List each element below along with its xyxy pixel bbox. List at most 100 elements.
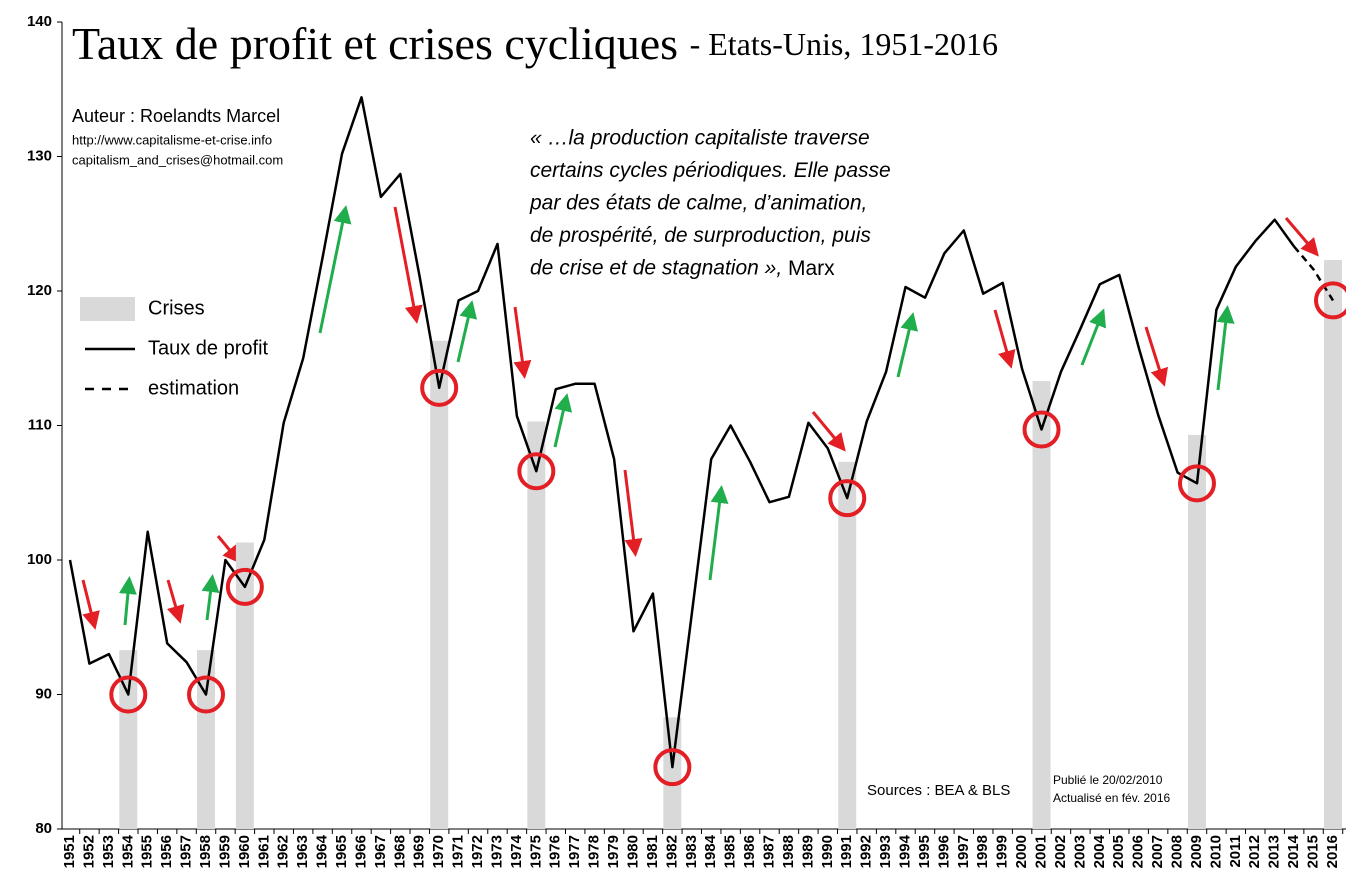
x-tick-label: 1985 — [722, 835, 739, 868]
profit-line — [68, 96, 1296, 769]
x-tick-label: 1978 — [586, 835, 603, 868]
crisis-bar — [235, 542, 254, 829]
x-tick-label: 1979 — [605, 835, 622, 868]
legend-label: Taux de profit — [148, 337, 269, 359]
x-tick-label: 1986 — [741, 835, 758, 868]
x-tick-label: 1992 — [858, 835, 875, 868]
subtitle: - Etats-Unis, 1951-2016 — [690, 26, 998, 62]
x-tick-label: 2007 — [1149, 835, 1166, 868]
published: Publié le 20/02/2010 — [1053, 773, 1163, 787]
quote-line: certains cycles périodiques. Elle passe — [530, 159, 891, 182]
crisis-circle — [653, 748, 692, 787]
x-tick-label: 1982 — [663, 835, 680, 868]
y-tick-label: 110 — [28, 416, 52, 433]
website: http://www.capitalisme-et-crise.info — [72, 132, 272, 147]
x-tick-label: 1974 — [508, 834, 525, 868]
x-tick-label: 1957 — [178, 835, 195, 868]
title: Taux de profit et crises cycliques — [72, 18, 678, 69]
y-tick-label: 80 — [35, 820, 52, 837]
x-tick-label: 1964 — [314, 834, 331, 868]
x-tick-label: 1989 — [799, 835, 816, 868]
x-tick-label: 2013 — [1266, 835, 1283, 868]
x-tick-label: 1980 — [624, 835, 641, 868]
arrow — [513, 306, 532, 379]
arrow — [1080, 308, 1106, 366]
crisis-circle — [1022, 410, 1061, 449]
arrow — [216, 535, 241, 564]
sources: Sources : BEA & BLS — [867, 782, 1010, 799]
x-tick-label: 2001 — [1033, 835, 1050, 868]
crisis-circle — [517, 452, 556, 491]
crisis-bar — [197, 650, 216, 829]
y-tick-label: 120 — [27, 282, 52, 299]
x-tick-label: 1969 — [411, 835, 428, 868]
x-tick-label: 1971 — [450, 835, 467, 868]
crisis-circle — [1314, 281, 1346, 320]
arrow — [201, 574, 220, 621]
x-tick-label: 1981 — [644, 835, 661, 868]
x-tick-label: 1956 — [158, 835, 175, 868]
x-tick-label: 2006 — [1130, 835, 1147, 868]
x-tick-label: 2004 — [1091, 834, 1108, 868]
crisis-bar — [1324, 260, 1342, 829]
legend-label: estimation — [148, 377, 239, 399]
x-tick-label: 1952 — [80, 835, 97, 868]
x-tick-label: 1965 — [333, 835, 350, 868]
x-tick-label: 1963 — [294, 835, 311, 868]
crisis-bar — [1032, 381, 1051, 829]
x-tick-label: 2010 — [1207, 835, 1224, 868]
x-tick-label: 1975 — [527, 835, 544, 868]
arrows — [81, 205, 1319, 630]
x-tick-label: 1993 — [877, 835, 894, 868]
crisis-circle — [420, 368, 459, 407]
x-tick-label: 1966 — [352, 835, 369, 868]
arrow — [118, 576, 137, 626]
x-tick-label: 1998 — [974, 835, 991, 868]
x-tick-label: 1990 — [819, 835, 836, 868]
x-tick-label: 2015 — [1305, 835, 1322, 868]
x-tick-label: 1951 — [61, 835, 78, 868]
x-tick-label: 1962 — [275, 835, 292, 868]
crisis-bar — [1187, 434, 1206, 829]
x-tick-label: 1955 — [139, 835, 156, 868]
x-tick-label: 2000 — [1013, 835, 1030, 868]
x-tick-label: 2002 — [1052, 835, 1069, 868]
x-tick-label: 2009 — [1188, 835, 1205, 868]
quote: « …la production capitaliste traverse cer… — [529, 127, 891, 280]
y-tick-label: 100 — [27, 551, 52, 568]
x-tick-label: 1967 — [372, 835, 389, 868]
x-tick-label: 1961 — [255, 835, 272, 868]
x-tick-label: 2012 — [1246, 835, 1263, 868]
x-tick-label: 1987 — [760, 835, 777, 868]
legend-label: Crises — [148, 297, 205, 319]
x-tick-label: 1988 — [780, 835, 797, 868]
quote-line: de crise et de stagnation », Marx — [530, 257, 835, 280]
x-tick-label: 1996 — [935, 835, 952, 868]
crisis-circle — [225, 567, 264, 606]
quote-author: Marx — [782, 257, 835, 280]
x-tick-label: 1970 — [430, 835, 447, 868]
x-tick-label: 1995 — [916, 835, 933, 868]
crisis-circle — [828, 479, 867, 518]
author: Auteur : Roelandts Marcel — [72, 106, 280, 126]
crisis-circle — [1177, 464, 1216, 503]
x-tick-label: 1984 — [702, 834, 719, 868]
arrow — [623, 469, 643, 557]
x-tick-label: 1960 — [236, 835, 253, 868]
x-tick-label: 1972 — [469, 835, 486, 868]
x-tick-label: 2016 — [1324, 835, 1341, 868]
x-tick-label: 1997 — [955, 835, 972, 868]
crisis-bar — [119, 650, 138, 829]
x-tick-label: 1991 — [838, 835, 855, 868]
arrow — [456, 300, 478, 363]
arrow — [708, 485, 729, 581]
crisis-bar — [838, 461, 857, 829]
y-tick-label: 130 — [27, 147, 52, 164]
x-tick-label: 1976 — [547, 835, 564, 868]
email: capitalism_and_crises@hotmail.com — [72, 152, 283, 167]
quote-line: de prospérité, de surproduction, puis — [530, 224, 871, 247]
x-tick-label: 2005 — [1110, 835, 1127, 868]
arrow — [166, 579, 185, 624]
crisis-circle — [187, 675, 226, 714]
